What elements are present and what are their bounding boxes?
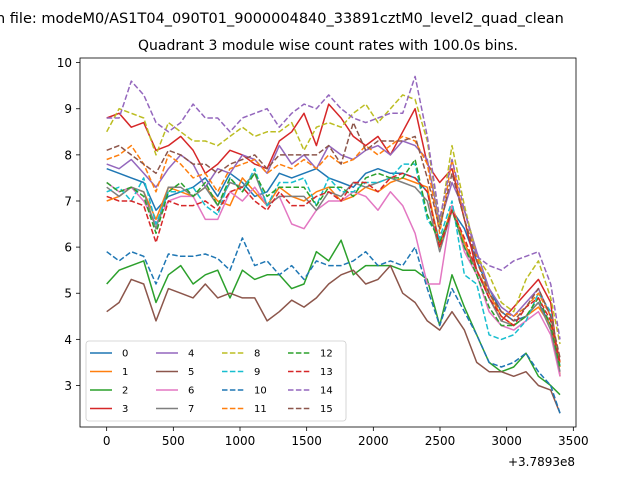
- series-line-4: [106, 140, 561, 363]
- y-tick-label: 6: [64, 241, 72, 255]
- legend-label-15: 15: [320, 404, 333, 415]
- legend-label-9: 9: [254, 367, 260, 378]
- series-line-9: [106, 163, 561, 368]
- x-tick-label: 2000: [358, 434, 389, 448]
- x-tick-label: 0: [103, 434, 111, 448]
- legend-label-1: 1: [122, 367, 128, 378]
- series-line-10: [106, 237, 561, 414]
- series-line-14: [106, 75, 561, 340]
- series-line-13: [106, 172, 561, 363]
- series-line-6: [106, 181, 561, 377]
- y-tick-label: 7: [64, 194, 72, 208]
- x-tick-label: 1500: [291, 434, 322, 448]
- y-tick-label: 3: [64, 379, 72, 393]
- legend-label-14: 14: [320, 386, 333, 397]
- x-tick-label: 3000: [491, 434, 522, 448]
- legend-label-2: 2: [122, 386, 128, 397]
- legend-label-6: 6: [188, 386, 194, 397]
- axes-frame: [79, 57, 577, 428]
- legend-label-11: 11: [254, 404, 267, 415]
- y-tick-label: 4: [64, 333, 72, 347]
- plot-area: 0 500 1000 1500 2000 2500 3000 3500345678910012…: [57, 56, 589, 448]
- figure-suptitle: n file: modeM0/AS1T04_090T01_9000004840_…: [0, 11, 564, 27]
- legend-label-0: 0: [122, 349, 128, 360]
- x-tick-label: 500: [162, 434, 185, 448]
- x-offset-label: +3.7893e8: [508, 455, 575, 469]
- y-tick-label: 5: [64, 287, 72, 301]
- series-line-11: [106, 135, 561, 363]
- legend-label-10: 10: [254, 386, 267, 397]
- x-tick-label: 3500: [558, 434, 589, 448]
- legend-label-3: 3: [122, 404, 128, 415]
- chart-title: Quadrant 3 module wise count rates with …: [138, 38, 518, 54]
- legend-label-4: 4: [188, 349, 194, 360]
- series-line-8: [106, 94, 561, 345]
- legend-label-7: 7: [188, 404, 194, 415]
- series-line-12: [106, 158, 561, 368]
- legend-label-5: 5: [188, 367, 194, 378]
- legend-label-8: 8: [254, 349, 260, 360]
- x-tick-label: 1000: [225, 434, 256, 448]
- y-tick-label: 8: [64, 148, 72, 162]
- series-line-2: [106, 239, 561, 396]
- legend-label-13: 13: [320, 367, 333, 378]
- y-tick-label: 10: [57, 56, 72, 70]
- legend-label-12: 12: [320, 349, 333, 360]
- series-group: [106, 75, 561, 414]
- series-line-5: [106, 264, 561, 414]
- x-tick-label: 2500: [425, 434, 456, 448]
- y-tick-label: 9: [64, 102, 72, 116]
- legend-frame: [85, 340, 347, 422]
